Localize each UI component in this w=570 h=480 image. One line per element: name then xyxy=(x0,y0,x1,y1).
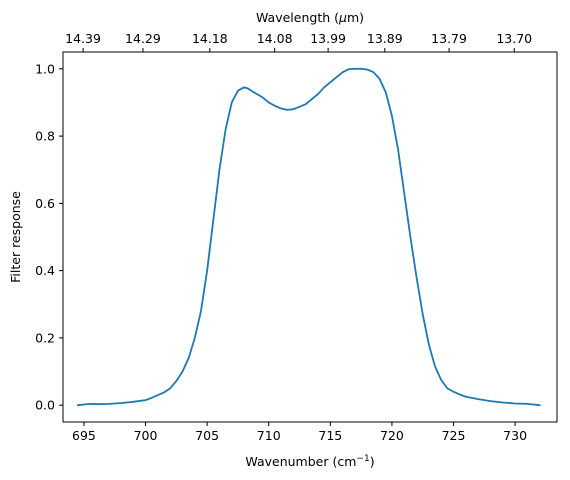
y-tick-label: 0.0 xyxy=(35,398,55,413)
y-tick-label: 0.2 xyxy=(35,330,55,345)
x-tick-label: 730 xyxy=(503,428,527,443)
y-axis-label: Filter response xyxy=(8,191,23,283)
x-tick-label: 695 xyxy=(72,428,96,443)
x-tick-label: 715 xyxy=(318,428,342,443)
top-x-tick-label: 14.29 xyxy=(125,31,161,46)
top-x-tick-label: 13.70 xyxy=(496,31,532,46)
top-x-axis-label: Wavelength (μm) xyxy=(256,10,364,25)
top-x-tick-label: 14.18 xyxy=(192,31,228,46)
y-tick-label: 1.0 xyxy=(35,61,55,76)
x-axis-label: Wavenumber (cm−1) xyxy=(245,454,374,469)
y-tick-label: 0.6 xyxy=(35,196,55,211)
x-axis-label-exponent: −1 xyxy=(356,454,369,464)
top-x-tick-label: 13.79 xyxy=(431,31,467,46)
top-x-tick-label: 14.08 xyxy=(257,31,293,46)
x-tick-label: 725 xyxy=(442,428,466,443)
x-tick-label: 705 xyxy=(195,428,219,443)
series-line xyxy=(76,67,541,407)
top-x-axis-ticks: 14.39 14.29 14.18 14.08 13.99 13.89 13.79 13.70 xyxy=(65,31,532,52)
bottom-x-axis-ticks: 695 700 705 710 715 720 725 730 xyxy=(72,422,527,443)
x-tick-label: 700 xyxy=(134,428,158,443)
top-x-tick-label: 13.89 xyxy=(367,31,403,46)
y-tick-label: 0.8 xyxy=(35,129,55,144)
top-x-tick-label: 13.99 xyxy=(310,31,346,46)
plot-area-frame xyxy=(62,51,558,423)
top-x-tick-label: 14.39 xyxy=(65,31,101,46)
series-layer xyxy=(76,67,541,407)
y-tick-label: 0.4 xyxy=(35,263,55,278)
x-tick-label: 710 xyxy=(257,428,281,443)
x-tick-label: 720 xyxy=(380,428,404,443)
top-x-axis-label-mu: μ xyxy=(338,10,347,25)
left-y-axis-ticks: 0.0 0.2 0.4 0.6 0.8 1.0 xyxy=(35,61,63,413)
